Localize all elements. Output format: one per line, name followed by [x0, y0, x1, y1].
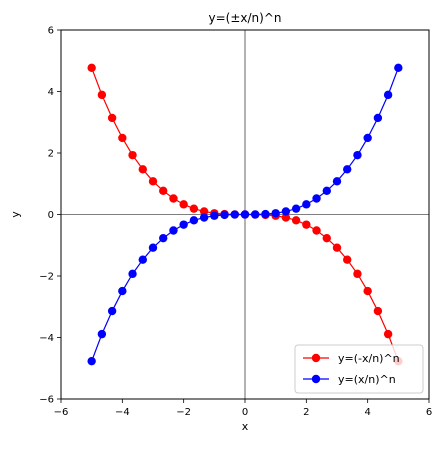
series-1-point — [343, 255, 352, 264]
series-1-point — [291, 216, 301, 225]
series-1-point — [128, 150, 137, 160]
plot-area: −6 −4 −2 0 2 4 6 −6 −4 −2 0 2 4 6 — [39, 26, 432, 419]
series-2-point — [97, 329, 107, 339]
y-axis-label: y — [9, 211, 22, 218]
series-2-point — [159, 233, 168, 243]
series-1-point — [97, 90, 107, 100]
series-2-point — [148, 243, 158, 252]
series-1-point — [169, 194, 178, 203]
series-2-point — [383, 90, 393, 100]
series-2-point — [343, 165, 352, 174]
y-tick-label: 4 — [48, 87, 54, 98]
series-2-point — [394, 63, 403, 73]
series-1-point — [107, 113, 117, 123]
chart-title: y=(±x/n)^n — [209, 11, 282, 25]
legend-box — [294, 344, 424, 394]
x-tick-label: −6 — [54, 407, 69, 418]
series-2-point — [332, 177, 342, 186]
series-1-point — [138, 165, 147, 174]
y-tick-label: 6 — [48, 26, 54, 37]
series-2-point — [251, 210, 260, 219]
series-1-point — [322, 233, 331, 243]
x-tick-label: 2 — [303, 407, 309, 418]
series-1-point — [199, 207, 209, 216]
series-2-point — [138, 255, 147, 264]
series-2-point — [261, 209, 270, 219]
series-2-point — [179, 220, 188, 229]
series-2-point — [107, 306, 117, 316]
x-tick-label: 4 — [364, 407, 370, 418]
series-1-point — [332, 243, 342, 252]
series-2-point — [189, 216, 199, 225]
series-2-point — [353, 150, 362, 160]
y-tick-label: −2 — [39, 272, 54, 283]
series-2-point — [220, 210, 229, 220]
y-tick-label: −4 — [39, 333, 54, 344]
series-1-point — [353, 269, 362, 279]
legend: y=(-x/n)^n y=(x/n)^n — [294, 344, 424, 394]
series-2-point — [87, 356, 96, 366]
series-2-point — [230, 210, 239, 219]
series-2-point — [302, 200, 311, 209]
series-2-point — [169, 226, 178, 235]
series-2-point — [118, 286, 127, 296]
series-1-point — [159, 186, 168, 196]
x-tick-label: 6 — [426, 407, 432, 418]
series-2-point — [322, 186, 331, 196]
series-2-point — [373, 113, 383, 123]
series-2-point — [128, 269, 137, 279]
series-2-point — [199, 213, 209, 222]
series-2-point — [312, 194, 321, 203]
series-2-point — [271, 209, 280, 218]
series-1-point — [363, 286, 372, 296]
series-1-point — [312, 226, 321, 235]
series-2-point — [281, 207, 291, 216]
series-1-point — [281, 213, 291, 222]
series-2-point — [291, 204, 301, 213]
series-1-point — [302, 220, 311, 229]
series-1-point — [189, 204, 199, 213]
x-tick-label: −2 — [176, 407, 191, 418]
y-tick-label: 0 — [48, 210, 54, 221]
series-2-point — [240, 210, 250, 219]
series-1-point — [87, 63, 96, 73]
y-tick-label: 2 — [48, 149, 54, 160]
x-axis-label: x — [242, 420, 249, 433]
x-tick-label: −4 — [115, 407, 130, 418]
series-1-point — [118, 133, 127, 143]
legend-marker-2 — [311, 374, 321, 384]
series-1-point — [179, 200, 188, 209]
legend-label-1: y=(-x/n)^n — [338, 352, 400, 365]
y-tick-label: −6 — [39, 395, 54, 406]
series-1-point — [148, 177, 158, 186]
legend-label-2: y=(x/n)^n — [338, 373, 396, 386]
series-2-point — [210, 211, 219, 220]
series-2-point — [363, 133, 372, 143]
legend-marker-1 — [311, 353, 321, 363]
series-1-point — [373, 306, 383, 316]
x-tick-label: 0 — [242, 407, 248, 418]
series-1-point — [383, 329, 393, 339]
